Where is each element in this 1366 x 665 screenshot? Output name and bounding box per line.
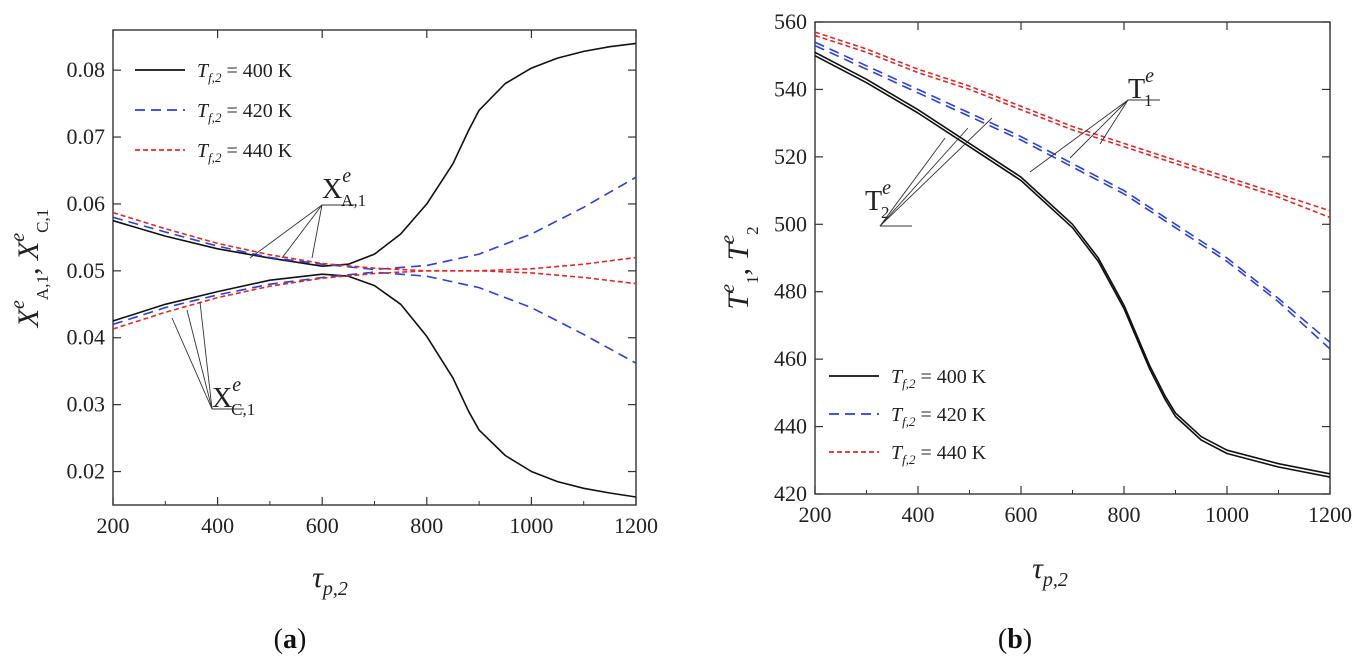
- annotation-leader: [281, 204, 323, 259]
- series-line: [815, 31, 1330, 212]
- y-tick-label: 0.05: [67, 258, 106, 283]
- y-tick-label: 520: [774, 144, 807, 169]
- chart-panel-b: 200 400 600 800 1000 1200 420 440 460 480 500 520 54…: [717, 9, 1352, 655]
- annotation-label: Xe C,1: [212, 374, 255, 419]
- y-tick-label: 0.02: [67, 459, 106, 484]
- y-tick-label: 480: [774, 279, 807, 304]
- annotation-leader: [311, 204, 323, 259]
- y-tick-label: 0.08: [67, 57, 106, 82]
- panel-label: (b): [998, 624, 1032, 655]
- y-axis-title: XeA,1, XeC,1: [7, 209, 52, 329]
- annotation-leader: [1029, 99, 1129, 173]
- x-tick-label: 800: [410, 513, 443, 538]
- annotation-leader: [171, 317, 213, 410]
- series-line: [113, 270, 636, 330]
- x-tick-label: 600: [1005, 502, 1038, 527]
- annotation-label: Xe A,1: [322, 165, 366, 210]
- y-tick-label: 540: [774, 76, 807, 101]
- x-axis-title: τp,2: [312, 561, 348, 600]
- annotation-leader: [879, 127, 969, 227]
- series-line: [815, 54, 1330, 478]
- x-tick-label: 1200: [614, 513, 658, 538]
- y-tick-label: 0.03: [67, 392, 106, 417]
- y-tick-label: 460: [774, 346, 807, 371]
- x-tick-label: 1200: [1308, 502, 1352, 527]
- legend-label: Tf,2 = 440 K: [197, 140, 293, 165]
- series-line: [113, 42, 636, 267]
- series-line: [113, 176, 636, 271]
- x-tick-label: 200: [97, 513, 130, 538]
- annotation-leader: [879, 117, 993, 227]
- legend-label: Tf,2 = 420 K: [197, 100, 293, 125]
- y-tick-label: 440: [774, 414, 807, 439]
- series-group: [815, 31, 1330, 478]
- panel-label: (a): [274, 624, 307, 655]
- series-line: [815, 41, 1330, 343]
- series-line: [815, 34, 1330, 219]
- annotation-leader: [186, 309, 213, 410]
- legend-label: Tf,2 = 420 K: [891, 404, 987, 429]
- series-line: [815, 44, 1330, 350]
- y-tick-label: 560: [774, 9, 807, 34]
- series-line: [113, 271, 636, 364]
- x-axis-title: τp,2: [1032, 552, 1068, 591]
- series-group: [113, 42, 636, 498]
- x-tick-label: 200: [799, 502, 832, 527]
- x-tick-label: 400: [201, 513, 234, 538]
- y-tick-label: 420: [774, 481, 807, 506]
- annotation-leader: [1099, 99, 1129, 145]
- y-tick-label: 0.07: [67, 124, 106, 149]
- series-line: [113, 211, 636, 272]
- x-tick-label: 1000: [1205, 502, 1249, 527]
- x-tick-label: 1000: [509, 513, 553, 538]
- x-tick-label: 600: [306, 513, 339, 538]
- legend-label: Tf,2 = 400 K: [891, 366, 987, 391]
- y-tick-label: 0.04: [67, 325, 106, 350]
- x-tick-label: 800: [1108, 502, 1141, 527]
- y-tick-label: 500: [774, 211, 807, 236]
- annotation-label: Te 1: [1128, 65, 1154, 110]
- legend-label: Tf,2 = 400 K: [197, 60, 293, 85]
- annotation-leader: [249, 204, 323, 259]
- annotation-leader: [199, 301, 213, 410]
- annotation-label: Te 2: [865, 177, 891, 222]
- legend-label: Tf,2 = 440 K: [891, 442, 987, 467]
- y-tick-label: 0.06: [67, 191, 106, 216]
- series-line: [815, 51, 1330, 475]
- y-axis-title: Te1, Te2: [717, 226, 762, 309]
- annotation-leader: [879, 137, 946, 227]
- chart-panel-a: 200 400 600 800 1000 1200 0.02 0.03 0.04 0.05 0.06…: [7, 29, 658, 655]
- annotation-leader: [1069, 99, 1129, 159]
- series-line: [113, 273, 636, 498]
- x-tick-label: 400: [902, 502, 935, 527]
